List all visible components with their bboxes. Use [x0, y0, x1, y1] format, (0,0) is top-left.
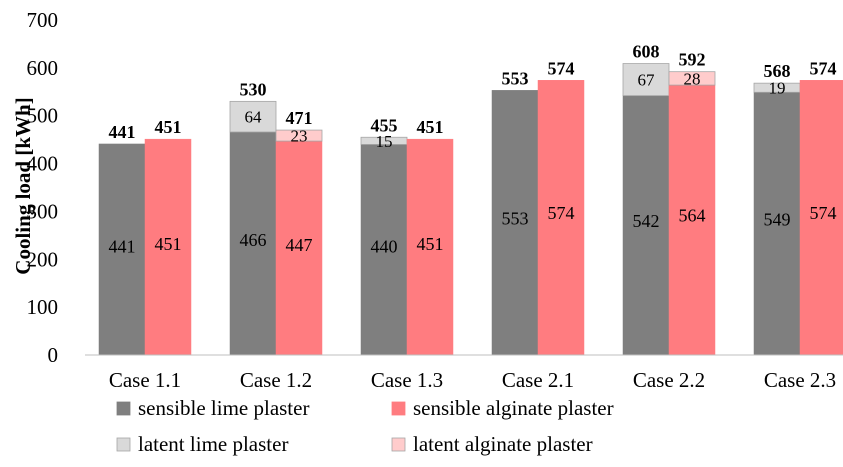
data-label-latent-alginate: 23	[291, 127, 308, 146]
data-label-sensible-alginate: 451	[155, 234, 182, 254]
data-label-sensible-alginate: 447	[286, 235, 313, 255]
data-label-latent-lime: 64	[245, 108, 263, 127]
data-label-sensible-lime: 549	[764, 209, 791, 229]
y-tick-label: 400	[27, 152, 59, 176]
y-tick-label: 200	[27, 247, 59, 271]
y-tick-label: 600	[27, 56, 59, 80]
bar-sensible-lime	[229, 131, 277, 356]
y-tick-label: 100	[27, 295, 59, 319]
x-tick-label: Case 2.1	[502, 368, 574, 392]
data-label-total-lime: 553	[502, 68, 529, 88]
x-tick-label: Case 1.3	[371, 368, 443, 392]
y-tick-label: 0	[48, 343, 59, 367]
data-label-sensible-lime: 440	[371, 237, 398, 257]
data-label-sensible-lime: 441	[109, 236, 136, 256]
data-label-total-lime: 441	[109, 122, 136, 142]
bar-sensible-alginate	[537, 80, 585, 356]
bar-latent-alginate	[668, 71, 716, 86]
data-label-total-lime: 455	[371, 115, 398, 135]
data-label-total-alginate: 471	[286, 108, 313, 128]
legend-label: sensible lime plaster	[138, 396, 309, 420]
legend-label: sensible alginate plaster	[413, 396, 614, 420]
data-label-sensible-lime: 466	[240, 230, 267, 250]
data-label-total-alginate: 451	[155, 117, 182, 137]
data-label-latent-lime: 19	[769, 79, 786, 98]
legend-swatch	[391, 401, 406, 416]
y-axis-title: Cooling load [kWh]	[11, 97, 35, 274]
bar-sensible-alginate	[144, 138, 192, 356]
data-label-total-alginate: 451	[417, 117, 444, 137]
bar-sensible-alginate	[668, 84, 716, 356]
legend: sensible lime plaster sensible alginate p…	[116, 396, 614, 456]
x-axis: Case 1.1 Case 1.2 Case 1.3 Case 2.1 Case 2.2…	[85, 354, 843, 392]
bar-sensible-lime	[622, 95, 670, 356]
data-label-sensible-alginate: 564	[679, 206, 706, 226]
legend-swatch	[391, 437, 406, 452]
data-label-sensible-lime: 542	[633, 211, 660, 231]
y-tick-label: 700	[27, 8, 59, 32]
data-label-sensible-alginate: 451	[417, 234, 444, 254]
x-tick-label: Case 1.2	[240, 368, 312, 392]
data-label-sensible-alginate: 574	[810, 203, 837, 223]
legend-swatch	[116, 437, 131, 452]
data-label-latent-lime: 15	[376, 132, 393, 151]
bar-latent-lime	[229, 100, 277, 133]
bar-latent-lime	[622, 63, 670, 97]
y-tick-label: 300	[27, 199, 59, 223]
data-label-total-alginate: 592	[679, 50, 706, 70]
data-label-sensible-alginate: 574	[548, 203, 575, 223]
y-tick-label: 500	[27, 104, 59, 128]
data-label-total-lime: 608	[633, 42, 660, 62]
bar-sensible-alginate	[406, 138, 454, 356]
data-label-total-alginate: 574	[548, 58, 575, 78]
x-tick-label: Case 2.2	[633, 368, 705, 392]
data-label-total-alginate: 574	[810, 58, 837, 78]
data-label-latent-lime: 67	[638, 71, 656, 90]
legend-label: latent lime plaster	[138, 432, 288, 456]
x-tick-label: Case 1.1	[109, 368, 181, 392]
bar-latent-alginate	[275, 129, 323, 142]
data-label-total-lime: 568	[764, 61, 791, 81]
legend-swatch	[116, 401, 131, 416]
data-label-total-lime: 530	[240, 79, 267, 99]
legend-label: latent alginate plaster	[413, 432, 593, 456]
bar-sensible-alginate	[799, 80, 843, 356]
y-axis: 0 100 200 300 400 500 600 700	[27, 8, 59, 367]
bar-sensible-lime	[753, 92, 801, 356]
x-tick-label: Case 2.3	[764, 368, 836, 392]
bar-sensible-lime	[360, 144, 408, 356]
bar-sensible-lime	[98, 143, 146, 356]
bar-sensible-alginate	[275, 140, 323, 356]
data-label-sensible-lime: 553	[502, 208, 529, 228]
data-label-latent-alginate: 28	[684, 69, 701, 88]
